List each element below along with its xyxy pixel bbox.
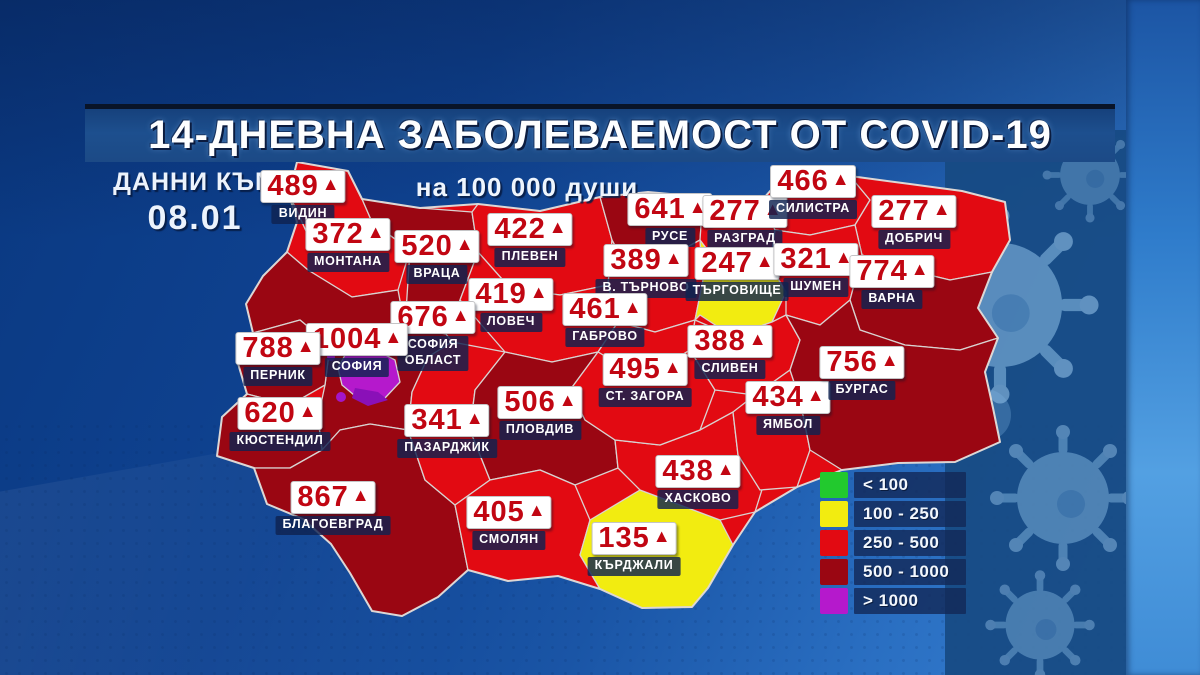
legend-swatch-green [820, 472, 848, 498]
legend-row-green: < 100 [820, 472, 966, 498]
legend-swatch-red [820, 530, 848, 556]
legend-row-darkred: 500 - 1000 [820, 559, 966, 585]
page-title: 14-ДНЕВНА ЗАБОЛЕВАЕМОСТ ОТ COVID-19 [148, 113, 1052, 157]
map-region-sofia-city-core [352, 388, 388, 406]
legend: < 100 100 - 250 250 - 500 500 - 1000 > 1… [820, 472, 966, 614]
legend-label: > 1000 [863, 591, 919, 610]
legend-label-cell: 250 - 500 [854, 530, 966, 556]
legend-label-cell: > 1000 [854, 588, 966, 614]
legend-row-magenta: > 1000 [820, 588, 966, 614]
right-edge-gradient [1126, 0, 1200, 675]
title-bar: 14-ДНЕВНА ЗАБОЛЕВАЕМОСТ ОТ COVID-19 [85, 104, 1115, 162]
legend-swatch-darkred [820, 559, 848, 585]
map-purple-speck [327, 353, 335, 361]
legend-label: 100 - 250 [863, 504, 940, 523]
data-note-label: ДАННИ КЪМ [113, 168, 277, 196]
map-purple-speck [336, 392, 346, 402]
legend-row-yellow: 100 - 250 [820, 501, 966, 527]
data-note-date: 08.01 [147, 199, 243, 237]
legend-label: < 100 [863, 475, 909, 494]
legend-label-cell: < 100 [854, 472, 966, 498]
legend-label-cell: 100 - 250 [854, 501, 966, 527]
legend-swatch-yellow [820, 501, 848, 527]
legend-label: 500 - 1000 [863, 562, 950, 581]
subtitle: на 100 000 души [415, 172, 639, 202]
legend-label: 250 - 500 [863, 533, 940, 552]
legend-swatch-magenta [820, 588, 848, 614]
legend-label-cell: 500 - 1000 [854, 559, 966, 585]
legend-row-red: 250 - 500 [820, 530, 966, 556]
data-as-of-note: ДАННИ КЪМ 08.01 [110, 168, 280, 238]
